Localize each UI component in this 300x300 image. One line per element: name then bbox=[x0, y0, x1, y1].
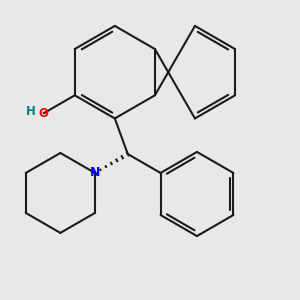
Text: H: H bbox=[26, 105, 35, 118]
Text: O: O bbox=[39, 107, 49, 120]
Text: N: N bbox=[90, 166, 100, 178]
